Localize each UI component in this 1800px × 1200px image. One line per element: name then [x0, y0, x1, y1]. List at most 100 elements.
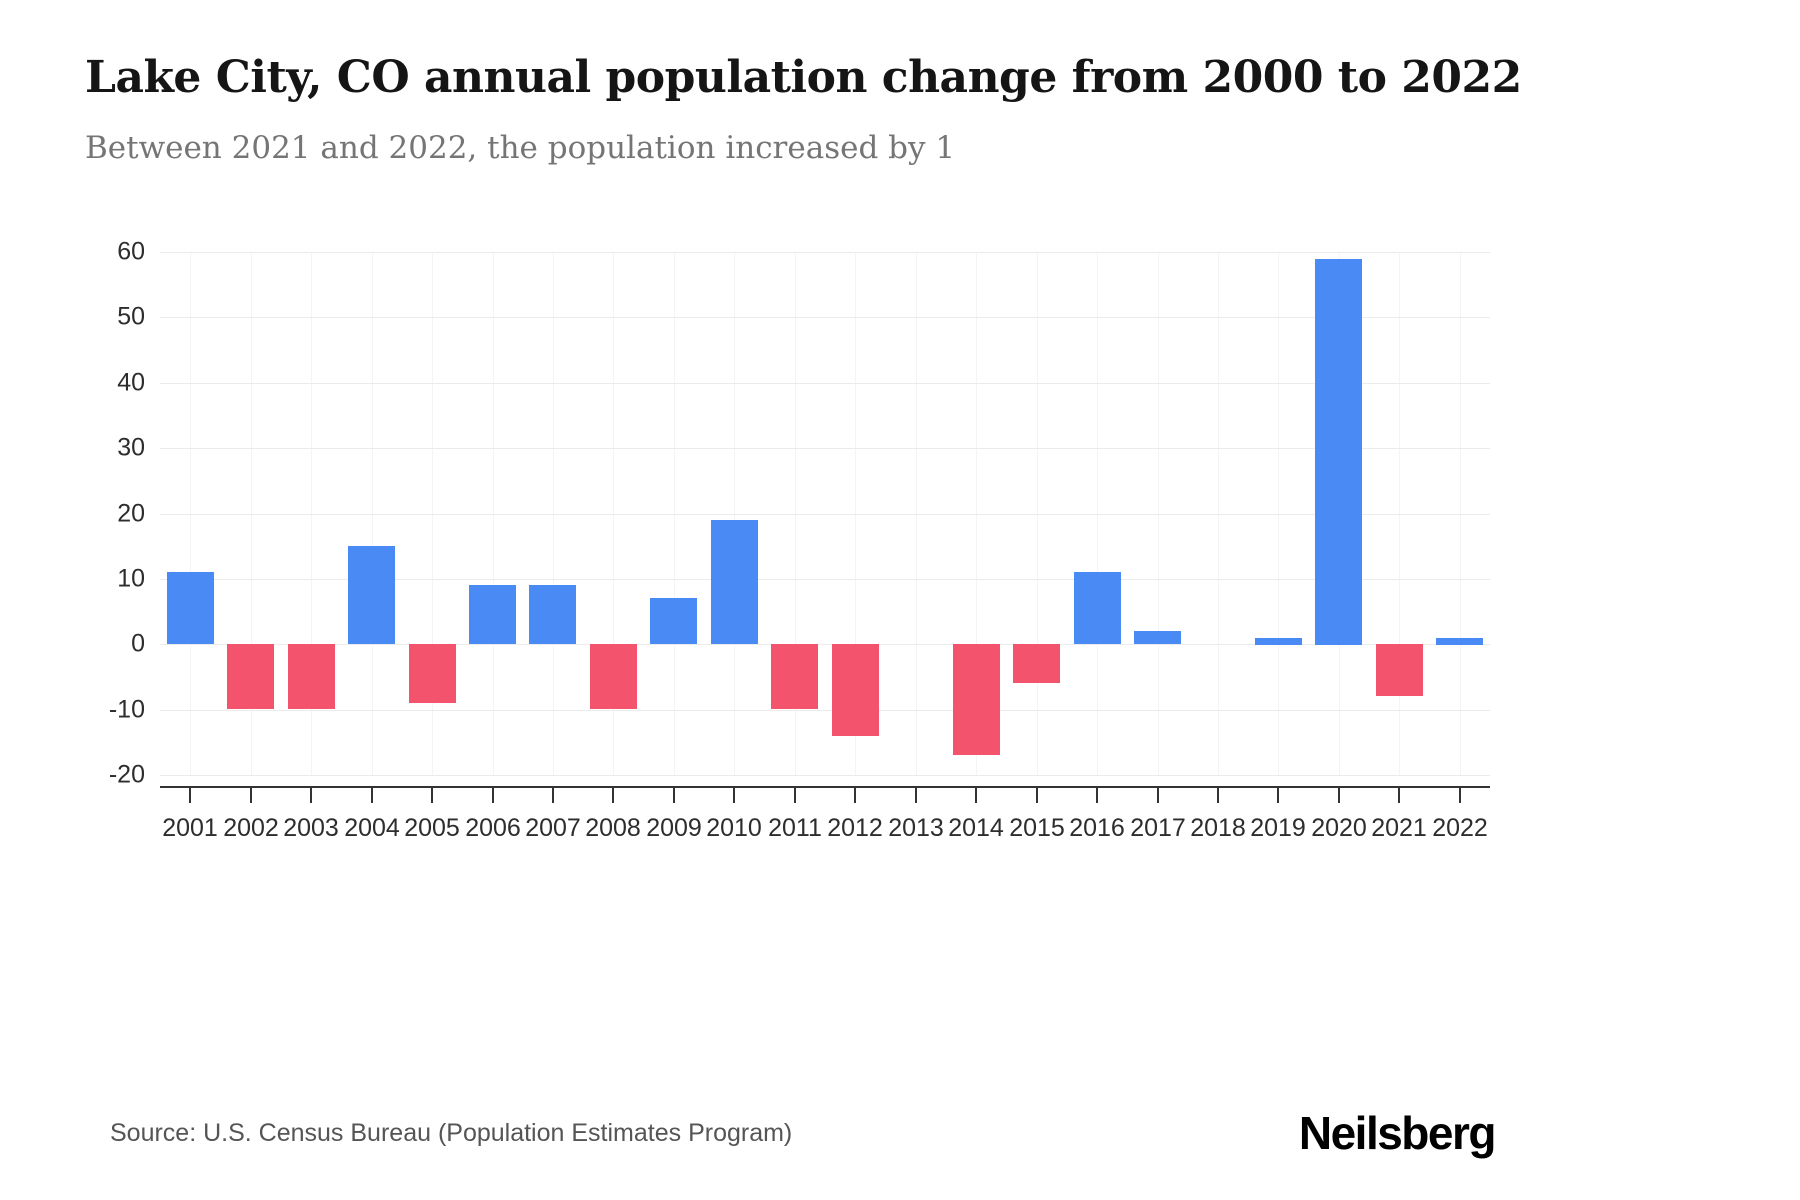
x-axis: 2001 2002 2003 2004 2005 2006 2007 2008 2009 2010…	[160, 786, 1490, 876]
bar-2021[interactable]	[1376, 644, 1423, 696]
y-tick-label: 60	[117, 237, 145, 266]
x-tick-label: 2007	[525, 814, 581, 842]
x-tick-label: 2003	[283, 814, 339, 842]
gridline-vertical	[916, 252, 917, 775]
gridline-vertical	[311, 252, 312, 775]
bar-2006[interactable]	[469, 585, 516, 644]
x-tick-label: 2002	[223, 814, 279, 842]
y-tick-label: 0	[131, 629, 145, 658]
x-tick	[1459, 788, 1461, 803]
gridline-vertical	[432, 252, 433, 775]
x-tick	[975, 788, 977, 803]
gridline-vertical	[493, 252, 494, 775]
x-tick	[1157, 788, 1159, 803]
x-tick	[552, 788, 554, 803]
x-tick	[1338, 788, 1340, 803]
gridline-y-20	[160, 514, 1490, 515]
bar-2017[interactable]	[1134, 631, 1181, 644]
bar-2001[interactable]	[167, 572, 214, 644]
gridline-y-60	[160, 252, 1490, 253]
x-tick-label: 2014	[948, 814, 1004, 842]
bar-2004[interactable]	[348, 546, 395, 644]
bar-2011[interactable]	[771, 644, 818, 709]
y-tick-label: 20	[117, 499, 145, 528]
x-tick-label: 2006	[465, 814, 521, 842]
x-tick-label: 2004	[344, 814, 400, 842]
x-tick	[1217, 788, 1219, 803]
gridline-vertical	[1097, 252, 1098, 775]
gridline-vertical	[855, 252, 856, 775]
gridline-vertical	[372, 252, 373, 775]
x-tick	[673, 788, 675, 803]
bar-2007[interactable]	[529, 585, 576, 644]
x-axis-line	[160, 786, 1490, 788]
page-title: Lake City, CO annual population change f…	[85, 52, 1522, 103]
bar-2022[interactable]	[1436, 638, 1483, 645]
bar-2015[interactable]	[1013, 644, 1060, 683]
x-tick	[733, 788, 735, 803]
x-tick-label: 2022	[1432, 814, 1488, 842]
y-tick-label: 30	[117, 433, 145, 462]
x-tick-label: 2012	[827, 814, 883, 842]
bar-2009[interactable]	[650, 598, 697, 644]
x-tick	[492, 788, 494, 803]
gridline-vertical	[734, 252, 735, 775]
gridline-y--20	[160, 775, 1490, 776]
x-tick-label: 2013	[888, 814, 944, 842]
gridline-vertical	[251, 252, 252, 775]
bar-2014[interactable]	[953, 644, 1000, 755]
x-tick-label: 2019	[1250, 814, 1306, 842]
gridline-vertical	[1218, 252, 1219, 775]
gridline-vertical	[674, 252, 675, 775]
gridline-vertical	[1037, 252, 1038, 775]
gridline-vertical	[795, 252, 796, 775]
source-note: Source: U.S. Census Bureau (Population E…	[110, 1118, 793, 1147]
x-tick	[794, 788, 796, 803]
gridline-vertical	[976, 252, 977, 775]
y-tick-label: -20	[108, 760, 145, 789]
gridline-vertical	[553, 252, 554, 775]
x-tick	[915, 788, 917, 803]
bar-2012[interactable]	[832, 644, 879, 736]
gridline-y-30	[160, 448, 1490, 449]
x-tick	[189, 788, 191, 803]
bar-2010[interactable]	[711, 520, 758, 644]
page-subtitle: Between 2021 and 2022, the population in…	[85, 130, 956, 166]
x-tick-label: 2010	[706, 814, 762, 842]
x-tick	[310, 788, 312, 803]
bar-2002[interactable]	[227, 644, 274, 709]
plot-area	[160, 252, 1490, 776]
x-tick	[1277, 788, 1279, 803]
bar-2003[interactable]	[288, 644, 335, 709]
bar-2008[interactable]	[590, 644, 637, 709]
x-tick	[854, 788, 856, 803]
x-tick	[1036, 788, 1038, 803]
gridline-y-50	[160, 317, 1490, 318]
gridline-vertical	[190, 252, 191, 775]
y-tick-label: 10	[117, 564, 145, 593]
x-tick	[371, 788, 373, 803]
footer: Source: U.S. Census Bureau (Population E…	[110, 1098, 1497, 1168]
x-tick	[1096, 788, 1098, 803]
bar-2019[interactable]	[1255, 638, 1302, 645]
bar-2020[interactable]	[1315, 259, 1362, 645]
gridline-vertical	[613, 252, 614, 775]
x-tick-label: 2011	[768, 814, 822, 842]
x-tick-label: 2008	[585, 814, 641, 842]
x-tick-label: 2018	[1190, 814, 1246, 842]
gridline-vertical	[1399, 252, 1400, 775]
gridline-y-40	[160, 383, 1490, 384]
bar-2005[interactable]	[409, 644, 456, 703]
bar-2016[interactable]	[1074, 572, 1121, 644]
x-tick-label: 2001	[162, 814, 218, 842]
gridline-y--10	[160, 710, 1490, 711]
y-tick-label: 40	[117, 368, 145, 397]
gridline-vertical	[1278, 252, 1279, 775]
gridline-y-0	[160, 644, 1490, 645]
x-tick-label: 2021	[1371, 814, 1427, 842]
y-axis: 60 50 40 30 20 10 0 -10 -20	[30, 238, 145, 789]
x-tick	[431, 788, 433, 803]
gridline-vertical	[1158, 252, 1159, 775]
y-tick-label: 50	[117, 302, 145, 331]
x-tick	[250, 788, 252, 803]
